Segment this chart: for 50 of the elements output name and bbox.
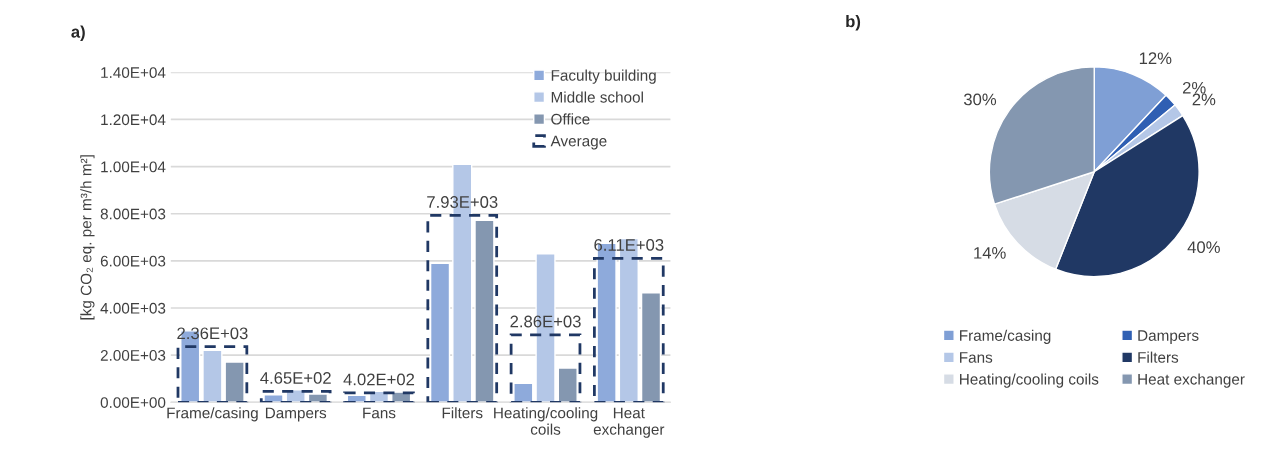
data-label: 4.65E+02 — [260, 372, 331, 384]
data-label: 40% — [1187, 241, 1220, 254]
x-tick-label: Frame/casing — [167, 407, 258, 422]
data-label: 12% — [1139, 52, 1172, 65]
y-tick-label: 8.00E+03 — [100, 208, 166, 220]
legend-label: Heat exchanger — [1138, 373, 1245, 388]
legend-label: Faculty building — [551, 69, 656, 84]
y-tick-label: 4.00E+03 — [100, 302, 166, 314]
data-label: 6.11E+03 — [594, 239, 664, 251]
data-label: 7.93E+03 — [427, 196, 498, 208]
bar — [513, 382, 534, 403]
y-tick-label: 6.00E+03 — [100, 255, 166, 267]
y-tick-label: 0.00E+00 — [100, 397, 166, 408]
data-label: 14% — [974, 247, 1006, 259]
x-tick-label: Filters — [442, 407, 483, 419]
legend-label: Average — [550, 135, 607, 150]
legend-label: Dampers — [1138, 330, 1199, 344]
y-tick-label: 1.00E+04 — [101, 161, 166, 173]
legend-label: Office — [551, 113, 590, 125]
bar — [474, 219, 495, 403]
legend-label: Fans — [960, 352, 993, 363]
y-tick-label: 1.20E+04 — [101, 114, 166, 126]
bar — [429, 262, 451, 403]
bar — [509, 333, 582, 403]
data-label: 2.86E+03 — [510, 315, 581, 328]
data-label: 2% — [1192, 93, 1216, 106]
bar — [259, 389, 332, 403]
y-tick-label: 1.40E+04 — [101, 67, 166, 79]
x-tick-label: Dampers — [265, 407, 327, 422]
chart-title: b) — [846, 15, 861, 31]
bar — [307, 393, 329, 403]
legend-label: Frame/casing — [960, 329, 1051, 344]
legend-label: Filters — [1138, 351, 1179, 363]
bar — [176, 345, 249, 403]
y-tick-label: 2.00E+03 — [100, 350, 166, 361]
bar — [557, 367, 578, 403]
bar — [343, 391, 415, 403]
data-label: 4.02E+02 — [343, 373, 415, 386]
data-label: 30% — [963, 93, 997, 106]
legend-label: Heating/cooling coils — [960, 373, 1099, 388]
legend-label: Middle school — [551, 91, 643, 103]
bar — [263, 394, 284, 403]
data-label: 2.36E+03 — [177, 327, 248, 340]
y-axis-title: [kg CO₂ eq. per m³/h m²] — [80, 155, 95, 320]
chart-title: a) — [71, 25, 85, 42]
bar — [640, 291, 662, 403]
bar — [426, 213, 499, 403]
bar — [593, 256, 665, 403]
data-label: 2% — [1182, 81, 1206, 94]
x-tick-label: Fans — [363, 407, 396, 419]
